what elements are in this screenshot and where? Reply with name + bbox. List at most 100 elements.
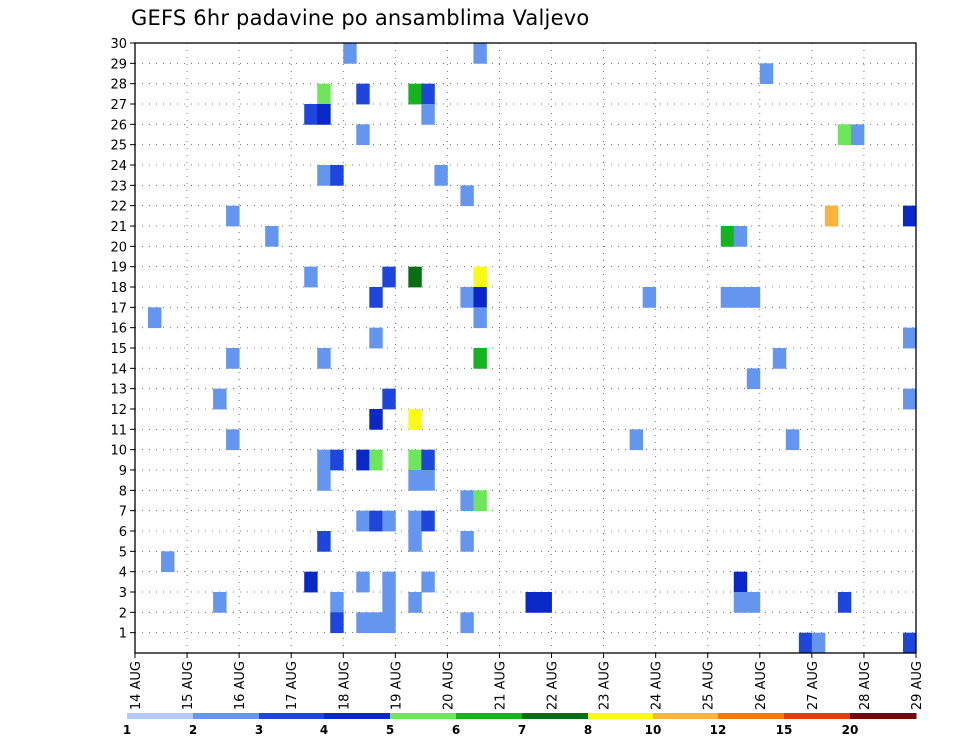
legend-swatch	[193, 713, 260, 719]
heatmap-cell	[720, 287, 735, 308]
x-tick-label: 22 AUG	[546, 661, 561, 710]
y-tick-label: 1	[119, 627, 127, 642]
heatmap-cell	[785, 429, 800, 451]
heatmap-cell	[369, 510, 383, 532]
heatmap-cell	[356, 510, 370, 532]
heatmap-cell	[148, 307, 162, 329]
y-tick-label: 7	[119, 505, 127, 520]
heatmap-cell	[356, 571, 370, 593]
heatmap-cell	[902, 205, 917, 227]
heatmap-cell	[746, 287, 761, 308]
heatmap-cell	[473, 43, 487, 64]
legend-swatch	[324, 713, 391, 719]
legend-label: 15	[776, 723, 793, 737]
heatmap-cell	[733, 592, 748, 613]
heatmap-cell	[382, 388, 396, 410]
heatmap-cell	[421, 449, 435, 471]
heatmap-cell	[382, 510, 396, 532]
heatmap-cell	[356, 449, 370, 471]
heatmap-cell	[408, 266, 422, 288]
heatmap-cell	[317, 470, 331, 491]
legend-swatch	[127, 713, 194, 719]
heatmap-cell	[460, 612, 474, 634]
legend-label: 12	[710, 723, 727, 737]
heatmap-cells	[148, 43, 917, 654]
x-tick-label: 23 AUG	[598, 661, 613, 710]
heatmap-cell	[746, 368, 761, 390]
x-axis-tick-labels: 14 AUG 15 AUG 16 AUG 17 AUG 18 AUG 19 AUG 20 A…	[129, 653, 925, 710]
heatmap-cell	[902, 327, 917, 349]
heatmap-cell	[304, 104, 318, 125]
heatmap-cell	[317, 348, 331, 369]
heatmap-cell	[382, 571, 396, 593]
y-tick-label: 28	[110, 78, 127, 93]
y-tick-label: 3	[119, 586, 127, 601]
heatmap-cell	[421, 83, 435, 105]
heatmap-cell	[317, 104, 331, 125]
y-tick-label: 19	[110, 261, 127, 276]
x-tick-label: 17 AUG	[285, 661, 300, 710]
y-tick-label: 18	[110, 281, 127, 296]
y-tick-label: 23	[110, 179, 127, 194]
y-tick-label: 2	[119, 606, 127, 621]
heatmap-cell	[382, 612, 396, 634]
y-tick-label: 6	[119, 525, 127, 540]
y-axis-tick-labels: 1234567891011121314151617181920212223242…	[110, 37, 135, 642]
heatmap-cell	[642, 287, 657, 308]
x-tick-label: 28 AUG	[858, 661, 873, 710]
heatmap-cell	[369, 409, 383, 430]
color-legend: 1 2 3 4 5 6 7 8 10 12 15 20	[123, 713, 917, 737]
heatmap-cell	[525, 592, 539, 613]
heatmap-cell	[356, 124, 370, 146]
heatmap-cell	[460, 287, 474, 308]
heatmap-cell	[850, 124, 865, 146]
heatmap-cell	[408, 592, 422, 613]
legend-label: 4	[320, 723, 328, 737]
heatmap-cell	[226, 429, 240, 451]
heatmap-cell	[330, 592, 344, 613]
heatmap-cell	[902, 632, 917, 654]
y-tick-label: 16	[110, 322, 127, 337]
x-tick-label: 27 AUG	[806, 661, 821, 710]
chart-title: GEFS 6hr padavine po ansamblima Valjevo	[131, 6, 590, 30]
heatmap-cell	[733, 226, 748, 247]
y-tick-label: 20	[110, 240, 127, 255]
heatmap-cell	[226, 348, 240, 369]
heatmap-cell	[408, 510, 422, 532]
heatmap-cell	[408, 470, 422, 491]
x-tick-label: 18 AUG	[337, 661, 352, 710]
heatmap-cell	[902, 388, 917, 410]
y-tick-label: 22	[110, 200, 127, 215]
legend-label: 5	[386, 723, 394, 737]
heatmap-cell	[538, 592, 552, 613]
heatmap-cell	[265, 226, 279, 247]
heatmap-cell	[161, 551, 175, 573]
heatmap-cell	[382, 592, 396, 613]
heatmap-cell	[733, 571, 748, 593]
heatmap-cell	[720, 226, 735, 247]
heatmap-cell	[837, 592, 852, 613]
heatmap-cell	[837, 124, 852, 146]
y-tick-label: 5	[119, 545, 127, 560]
legend-swatch	[588, 713, 654, 719]
heatmap-cell	[811, 632, 826, 654]
x-tick-label: 14 AUG	[129, 661, 144, 710]
heatmap-cell	[408, 449, 422, 471]
heatmap-cell	[759, 63, 774, 85]
y-tick-label: 21	[110, 220, 127, 235]
heatmap-cell	[408, 531, 422, 552]
legend-label: 3	[255, 723, 263, 737]
x-tick-label: 15 AUG	[181, 661, 196, 710]
heatmap-cell	[330, 165, 344, 186]
legend-swatch	[850, 713, 916, 719]
y-tick-label: 13	[110, 383, 127, 398]
legend-swatch	[390, 713, 457, 719]
heatmap-cell	[408, 409, 422, 430]
x-tick-label: 25 AUG	[702, 661, 717, 710]
y-tick-label: 9	[119, 464, 127, 479]
heatmap-cell	[421, 510, 435, 532]
y-tick-label: 4	[119, 566, 127, 581]
heatmap-cell	[213, 592, 227, 613]
heatmap-cell	[369, 287, 383, 308]
